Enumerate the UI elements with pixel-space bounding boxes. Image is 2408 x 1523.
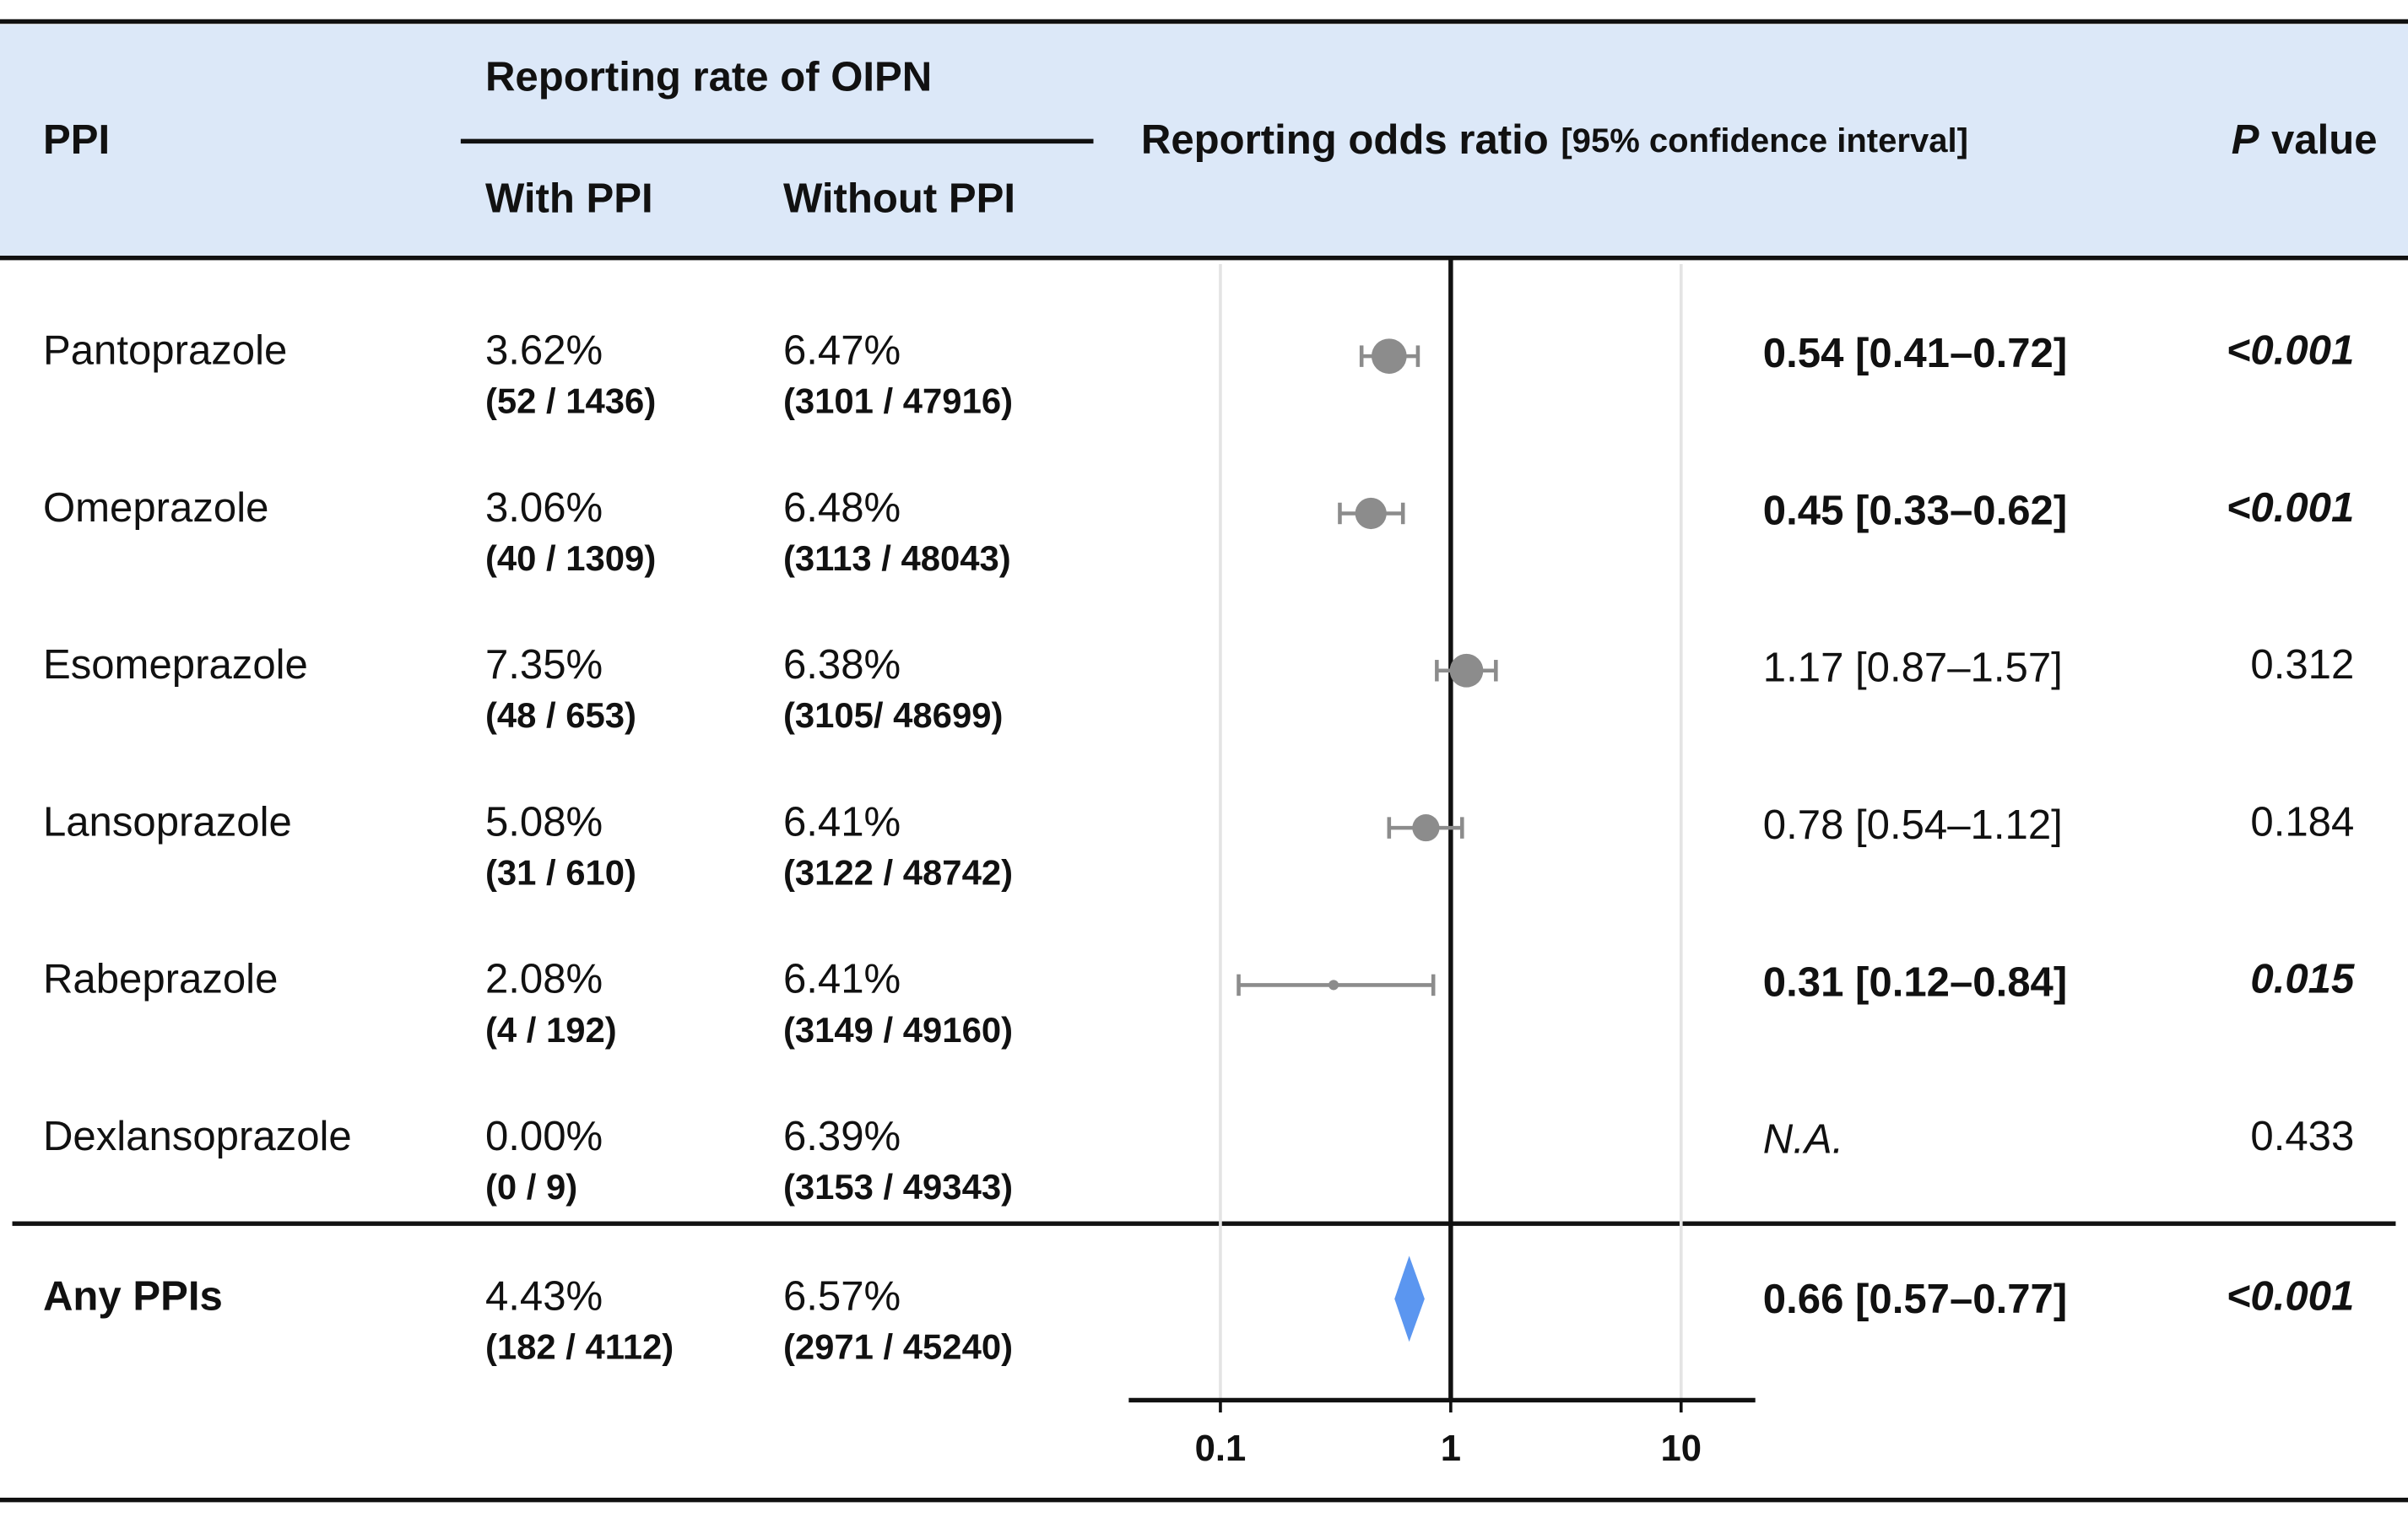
with-rate: 4.43% bbox=[485, 1273, 603, 1319]
with-counts: (31 / 610) bbox=[485, 853, 636, 893]
without-counts: (3105/ 48699) bbox=[783, 695, 1003, 735]
without-rate: 6.41% bbox=[783, 799, 901, 845]
with-rate: 0.00% bbox=[485, 1114, 603, 1159]
row-name: Any PPIs bbox=[43, 1273, 223, 1319]
without-counts: (3101 / 47916) bbox=[783, 381, 1013, 421]
point-estimate bbox=[1371, 338, 1407, 374]
with-counts: (0 / 9) bbox=[485, 1167, 577, 1207]
ror-label: 0.78 [0.54–1.12] bbox=[1763, 802, 2063, 848]
with-rate: 5.08% bbox=[485, 799, 603, 845]
with-counts: (52 / 1436) bbox=[485, 381, 656, 421]
p-value: 0.184 bbox=[2250, 799, 2354, 845]
x-tick-label: 1 bbox=[1441, 1428, 1461, 1469]
point-estimate bbox=[1449, 653, 1484, 688]
with-rate: 7.35% bbox=[485, 642, 603, 688]
without-rate: 6.41% bbox=[783, 957, 901, 1002]
point-estimate bbox=[1328, 980, 1339, 991]
with-counts: (40 / 1309) bbox=[485, 538, 656, 578]
header-ppi: PPI bbox=[43, 117, 110, 163]
header-ror: Reporting odds ratio [95% confidence inte… bbox=[1141, 117, 1968, 163]
row-name: Dexlansoprazole bbox=[43, 1114, 352, 1159]
summary-diamond bbox=[1394, 1256, 1425, 1342]
without-rate: 6.38% bbox=[783, 642, 901, 688]
without-counts: (3113 / 48043) bbox=[783, 538, 1011, 578]
row-name: Pantoprazole bbox=[43, 327, 287, 373]
with-rate: 2.08% bbox=[485, 957, 603, 1002]
header-without: Without PPI bbox=[783, 176, 1015, 221]
p-value: 0.312 bbox=[2250, 642, 2354, 688]
with-counts: (48 / 653) bbox=[485, 695, 636, 735]
ror-label: 0.54 [0.41–0.72] bbox=[1763, 331, 2067, 376]
without-rate: 6.47% bbox=[783, 327, 901, 373]
header-with: With PPI bbox=[485, 176, 653, 221]
header-ci: [95% confidence interval] bbox=[1561, 122, 1968, 159]
header-background bbox=[0, 24, 2408, 257]
p-value: 0.433 bbox=[2250, 1114, 2354, 1159]
p-value: <0.001 bbox=[2227, 327, 2355, 373]
ror-label: 0.31 [0.12–0.84] bbox=[1763, 959, 2067, 1005]
header-rate-group: Reporting rate of OIPN bbox=[485, 55, 932, 100]
ror-label: N.A. bbox=[1763, 1117, 1844, 1163]
without-rate: 6.48% bbox=[783, 485, 901, 531]
ror-label: 1.17 [0.87–1.57] bbox=[1763, 645, 2063, 691]
p-value: 0.015 bbox=[2250, 957, 2355, 1002]
header-p-rest: value bbox=[2271, 117, 2378, 163]
without-rate: 6.39% bbox=[783, 1114, 901, 1159]
p-value: <0.001 bbox=[2227, 485, 2355, 531]
without-counts: (3153 / 49343) bbox=[783, 1167, 1013, 1207]
with-rate: 3.62% bbox=[485, 327, 603, 373]
row-name: Esomeprazole bbox=[43, 642, 308, 688]
x-tick-label: 0.1 bbox=[1195, 1428, 1247, 1469]
row-name: Omeprazole bbox=[43, 485, 268, 531]
p-value: <0.001 bbox=[2227, 1273, 2355, 1319]
without-counts: (3122 / 48742) bbox=[783, 853, 1013, 893]
row-name: Rabeprazole bbox=[43, 957, 278, 1002]
without-counts: (3149 / 49160) bbox=[783, 1010, 1013, 1050]
without-rate: 6.57% bbox=[783, 1273, 901, 1319]
ror-label: 0.45 [0.33–0.62] bbox=[1763, 488, 2067, 533]
point-estimate bbox=[1355, 497, 1387, 530]
without-counts: (2971 / 45240) bbox=[783, 1326, 1013, 1366]
row-name: Lansoprazole bbox=[43, 799, 292, 845]
with-rate: 3.06% bbox=[485, 485, 603, 531]
header-p-letter: P bbox=[2232, 117, 2259, 163]
header-ror-main: Reporting odds ratio bbox=[1141, 117, 1549, 163]
ror-label: 0.66 [0.57–0.77] bbox=[1763, 1277, 2067, 1322]
point-estimate bbox=[1412, 814, 1440, 842]
with-counts: (182 / 4112) bbox=[485, 1326, 674, 1366]
x-tick-label: 10 bbox=[1660, 1428, 1702, 1469]
with-counts: (4 / 192) bbox=[485, 1010, 617, 1050]
